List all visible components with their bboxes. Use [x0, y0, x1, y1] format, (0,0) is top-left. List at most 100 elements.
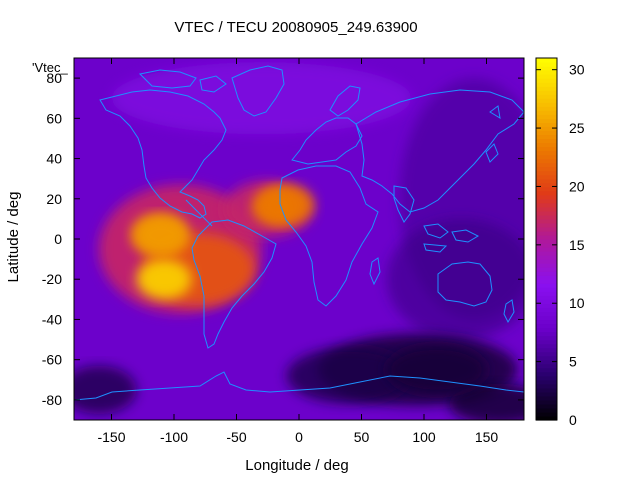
colorbar-strip: [536, 303, 557, 308]
colorbar-strip: [536, 275, 557, 280]
y-tick-label: -40: [42, 311, 62, 327]
colorbar-strip: [536, 335, 557, 341]
colorbar-strip: [536, 170, 557, 176]
colorbar-strip: [536, 391, 557, 397]
y-tick-label: -60: [42, 352, 62, 368]
colorbar-strip: [536, 210, 557, 216]
colorbar-strip: [536, 287, 557, 292]
colorbar-strip: [536, 407, 557, 413]
colorbar-strip: [536, 86, 557, 91]
colorbar-strip: [536, 202, 557, 208]
colorbar-strip: [536, 279, 557, 284]
colorbar-strip: [536, 138, 557, 144]
coastline-asia: [355, 89, 524, 213]
coastline-south-america: [191, 219, 277, 349]
colorbar-strip: [536, 90, 557, 95]
colorbar-tick-label: 20: [569, 178, 585, 194]
colorbar-strip: [536, 411, 557, 417]
coastline-new-zealand: [503, 299, 515, 324]
colorbar-strip: [536, 194, 557, 200]
colorbar-strip: [536, 247, 557, 252]
colorbar-strip: [536, 331, 557, 337]
legend-tag: 'Vtec_: [32, 60, 68, 75]
colorbar-strip: [536, 82, 557, 87]
coastline-australia: [437, 261, 493, 307]
heat-blob: [286, 347, 412, 404]
heat-blob: [111, 62, 412, 135]
colorbar-tick-label: 10: [569, 295, 585, 311]
colorbar-strip: [536, 339, 557, 345]
colorbar-strip: [536, 218, 557, 224]
colorbar-strip: [536, 234, 557, 240]
colorbar-strip: [536, 239, 557, 244]
colorbar-strip: [536, 58, 557, 63]
coastline-arctic-islands: [138, 69, 227, 93]
x-tick-label: -150: [97, 429, 125, 445]
y-tick-label: -20: [42, 271, 62, 287]
y-axis-ticks: -80 -60 -40 -20 0 20 40 60 80: [42, 70, 524, 408]
colorbar-strip: [536, 102, 557, 107]
x-tick-label: 0: [295, 429, 303, 445]
colorbar-strip: [536, 66, 557, 71]
colorbar-strip: [536, 198, 557, 204]
coastline-indonesia: [423, 223, 480, 253]
colorbar-border: [535, 57, 558, 421]
night-trough-south-pacific: [386, 345, 487, 394]
x-tick-label: 150: [475, 429, 499, 445]
colorbar-tick-label: 15: [569, 237, 585, 253]
colorbar-strip: [536, 106, 557, 111]
colorbar-strip: [536, 190, 557, 196]
colorbar-gradient: [536, 58, 557, 421]
colorbar-strip: [536, 343, 557, 349]
coastlines-overlay: [74, 65, 524, 420]
colorbar-strip: [536, 114, 557, 119]
dayside-anomaly-north: [259, 184, 314, 225]
colorbar-strip: [536, 74, 557, 79]
colorbar-strip: [536, 307, 557, 312]
colorbar-ticks: 0 5 10 15 20 25 30: [536, 62, 585, 428]
colorbar-strip: [536, 78, 557, 83]
colorbar-strip: [536, 387, 557, 393]
colorbar-strip: [536, 323, 557, 329]
y-tick-label: 0: [54, 231, 62, 247]
y-tick-label: 60: [46, 110, 62, 126]
colorbar-strip: [536, 259, 557, 264]
coastline-antarctica: [74, 371, 524, 420]
colorbar-strip: [536, 70, 557, 75]
y-tick-label: 20: [46, 191, 62, 207]
vtec-heat-layer: [74, 62, 524, 420]
colorbar-strip: [536, 166, 557, 172]
colorbar-strip: [536, 214, 557, 220]
y-tick-label: 40: [46, 151, 62, 167]
colorbar-strip: [536, 162, 557, 168]
colorbar-strip: [536, 62, 557, 67]
x-tick-label: 50: [354, 429, 370, 445]
coastline-japan: [485, 105, 501, 163]
colorbar-strip: [536, 186, 557, 192]
colorbar-strip: [536, 351, 557, 357]
colorbar-strip: [536, 118, 557, 123]
colorbar-strip: [536, 230, 557, 236]
colorbar-strip: [536, 222, 557, 228]
heat-blob: [74, 365, 137, 414]
colorbar-strip: [536, 154, 557, 160]
colorbar-strip: [536, 134, 557, 140]
dayside-anomaly-south: [136, 259, 192, 300]
colorbar-strip: [536, 267, 557, 272]
colorbar-strip: [536, 363, 557, 369]
x-tick-label: 100: [412, 429, 436, 445]
colorbar-strip: [536, 158, 557, 164]
colorbar-strip: [536, 255, 557, 260]
colorbar-strip: [536, 271, 557, 276]
colorbar-strip: [536, 150, 557, 156]
colorbar-strip: [536, 174, 557, 180]
colorbar-strip: [536, 206, 557, 212]
coastline-central-america: [185, 199, 213, 227]
colorbar-strip: [536, 355, 557, 361]
colorbar-strip: [536, 367, 557, 373]
colorbar-strip: [536, 283, 557, 288]
colorbar-strip: [536, 98, 557, 103]
colorbar-strip: [536, 130, 557, 136]
colorbar-strip: [536, 182, 557, 188]
colorbar-strip: [536, 383, 557, 389]
